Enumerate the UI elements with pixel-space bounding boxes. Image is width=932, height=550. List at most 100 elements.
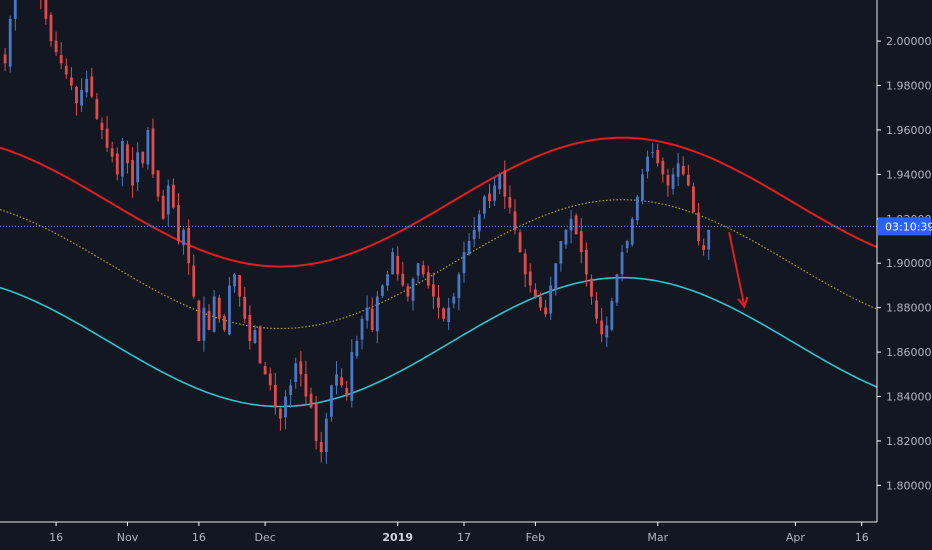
candle-body	[345, 388, 349, 397]
candle	[544, 299, 547, 318]
candle-body	[187, 228, 191, 264]
candle	[59, 41, 63, 70]
candle-body	[207, 310, 211, 330]
x-tick-label: 16	[49, 531, 63, 544]
candle	[518, 228, 522, 253]
candle	[294, 357, 298, 389]
candle	[146, 127, 150, 170]
candle	[666, 168, 670, 198]
candle	[697, 202, 700, 246]
lower-channel-curve	[0, 276, 878, 408]
candle-body	[110, 148, 114, 157]
candle	[569, 209, 573, 244]
candle-body	[248, 314, 252, 341]
candle-body	[564, 229, 568, 245]
candle-body	[136, 152, 140, 183]
candle-body	[131, 160, 134, 186]
y-tick-label: 1.80000	[886, 479, 932, 492]
candle-body	[549, 285, 553, 314]
candle-body	[49, 14, 53, 42]
arrow-shaft	[728, 231, 746, 307]
candle	[289, 379, 293, 408]
candle	[370, 297, 374, 333]
candle	[340, 368, 344, 388]
candle	[126, 140, 129, 174]
candle-body	[294, 363, 298, 382]
candle	[661, 157, 665, 183]
candle-body	[146, 129, 150, 165]
candle-body	[498, 174, 502, 190]
candle-body	[177, 205, 180, 242]
candle	[243, 287, 247, 324]
candle-body	[620, 252, 624, 275]
candle	[365, 295, 369, 329]
candle-body	[375, 296, 379, 332]
candle	[416, 262, 420, 283]
candle	[533, 283, 537, 299]
candle	[151, 118, 155, 178]
candle-body	[590, 278, 593, 297]
candle-body	[289, 385, 293, 395]
y-tick-label: 2.00000	[886, 35, 932, 48]
candle	[222, 314, 226, 333]
candle-body	[324, 418, 328, 453]
candle-body	[279, 408, 282, 419]
candle-body	[166, 185, 170, 215]
candle	[595, 292, 598, 324]
candle-body	[533, 289, 537, 297]
candle-body	[396, 256, 400, 275]
candle-body	[370, 308, 374, 330]
candle	[503, 160, 507, 209]
candle-body	[686, 174, 690, 186]
candle-body	[671, 174, 675, 189]
candle	[115, 147, 119, 181]
candle	[156, 170, 160, 202]
candle	[523, 248, 527, 288]
candle-body	[268, 373, 272, 386]
candle-body	[442, 308, 446, 319]
candle-body	[13, 0, 17, 19]
y-tick-label: 1.96000	[886, 124, 932, 137]
candle-body	[539, 296, 542, 308]
candle-body	[391, 252, 395, 275]
candle	[421, 260, 425, 278]
candle	[207, 304, 211, 331]
candle-body	[335, 374, 338, 386]
candle	[528, 263, 532, 293]
candle-body	[574, 215, 578, 235]
candle-body	[284, 396, 287, 418]
candle	[279, 406, 282, 431]
candle-body	[605, 325, 609, 338]
candle-body	[386, 274, 389, 286]
candle	[233, 272, 236, 293]
candle-body	[457, 274, 461, 299]
candle	[324, 412, 328, 464]
candle-body	[635, 196, 639, 221]
candle	[85, 70, 89, 98]
annotations	[0, 225, 877, 309]
candle-body	[559, 241, 563, 264]
candle-body	[508, 197, 512, 208]
candle	[141, 151, 145, 168]
candle-body	[330, 385, 333, 417]
candle	[676, 152, 680, 187]
candle	[44, 0, 48, 25]
candle	[248, 305, 252, 350]
candle-body	[263, 365, 267, 375]
candle-body	[340, 377, 344, 386]
candle	[610, 297, 614, 332]
candle	[630, 216, 634, 247]
candle-body	[309, 393, 313, 408]
candle	[702, 238, 706, 256]
x-tick-label: Mar	[647, 531, 668, 544]
candle	[161, 189, 165, 220]
candle	[197, 299, 201, 342]
candle	[605, 316, 609, 347]
candle	[40, 0, 42, 10]
candle	[554, 263, 558, 296]
candle	[284, 389, 287, 430]
candle	[192, 254, 196, 299]
candle-body	[447, 307, 451, 323]
candle-body	[59, 55, 63, 64]
y-tick-label: 1.82000	[886, 435, 932, 448]
